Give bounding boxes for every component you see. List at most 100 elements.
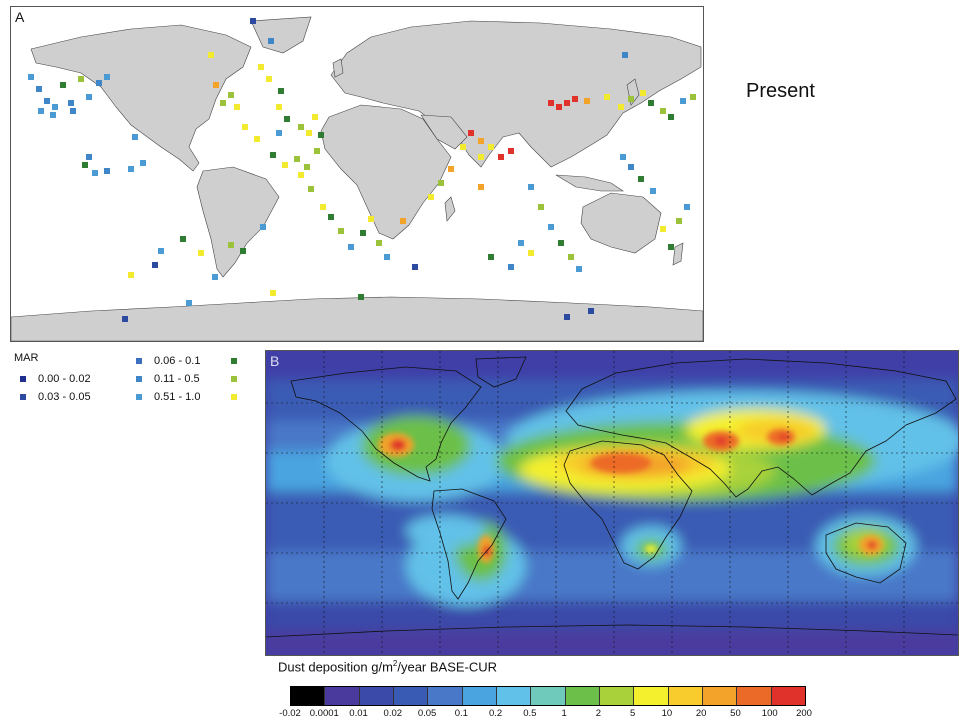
observation-site-marker [284, 116, 290, 122]
legend-label: 0.11 - 0.5 [154, 373, 200, 385]
observation-site-marker [52, 104, 58, 110]
observation-site-marker [36, 86, 42, 92]
colorbar-title-suffix: /year BASE-CUR [397, 659, 498, 675]
colorbar-tick-label: 100 [761, 708, 778, 719]
observation-site-marker [428, 194, 434, 200]
observation-site-marker [376, 240, 382, 246]
observation-site-marker [660, 108, 666, 114]
observation-site-marker [306, 130, 312, 136]
colorbar-tick-label: 0.02 [383, 708, 403, 719]
legend-item-4: 0.11 - 0.5 [136, 372, 200, 386]
observation-site-marker [478, 154, 484, 160]
great-britain [332, 58, 344, 78]
observation-site-marker [50, 112, 56, 118]
observation-site-marker [358, 294, 364, 300]
observation-site-marker [104, 168, 110, 174]
colorbar-cell [531, 687, 566, 705]
coastlines [266, 356, 958, 638]
observation-site-marker [198, 250, 204, 256]
observation-site-marker [572, 96, 578, 102]
observation-site-marker [320, 204, 326, 210]
colorbar-tick-label: 0.5 [523, 708, 537, 719]
observation-site-marker [186, 300, 192, 306]
colorbar-tick-label: 0.0001 [309, 708, 339, 719]
africa-coast [563, 440, 693, 570]
colorbar-tick-label: 20 [695, 708, 707, 719]
observation-site-marker [128, 272, 134, 278]
observation-site-marker [104, 74, 110, 80]
north-america-coast [290, 366, 482, 482]
deposition-bands [266, 379, 958, 655]
observation-site-marker [278, 88, 284, 94]
observation-site-marker [254, 136, 260, 142]
observation-site-marker [622, 52, 628, 58]
observation-site-marker [314, 148, 320, 154]
observation-site-marker [628, 164, 634, 170]
observation-site-marker [294, 156, 300, 162]
colorbar-cell [771, 687, 805, 705]
colorbar-cell [291, 687, 326, 705]
arabia [420, 114, 468, 150]
observation-site-marker [70, 108, 76, 114]
dust-deposition-field [266, 351, 958, 655]
colorbar-tick-label: 0.1 [454, 708, 468, 719]
colorbar-cell [668, 687, 703, 705]
colorbar-cell [428, 687, 463, 705]
observation-site-marker [348, 244, 354, 250]
observation-site-marker [528, 250, 534, 256]
observation-site-marker [384, 254, 390, 260]
observation-site-marker [270, 152, 276, 158]
observation-site-marker [548, 100, 554, 106]
observation-site-marker [478, 138, 484, 144]
colorbar-cell [702, 687, 738, 705]
observation-site-marker [240, 248, 246, 254]
africa [320, 104, 452, 240]
observation-site-marker [488, 254, 494, 260]
observation-site-marker [338, 228, 344, 234]
observation-site-marker [60, 82, 66, 88]
observation-site-marker [628, 96, 634, 102]
legend-swatch [136, 376, 142, 383]
observation-site-marker [228, 92, 234, 98]
observation-site-marker [564, 100, 570, 106]
colorbar [290, 686, 806, 706]
eurasia-coast [565, 358, 957, 498]
observation-site-marker [140, 160, 146, 166]
observation-site-marker [650, 188, 656, 194]
legend-label: 0.06 - 0.1 [154, 355, 201, 367]
observation-site-marker [82, 162, 88, 168]
observation-site-marker [260, 224, 266, 230]
observation-site-marker [488, 144, 494, 150]
observation-site-marker [584, 98, 590, 104]
observation-site-marker [508, 264, 514, 270]
observation-site-marker [213, 82, 219, 88]
observation-site-marker [588, 308, 594, 314]
colorbar-tick-label: 0.01 [349, 708, 368, 719]
observation-site-marker [308, 186, 314, 192]
observation-map-panel: A [10, 6, 704, 342]
colorbar-cell [565, 687, 600, 705]
observation-site-marker [538, 204, 544, 210]
observation-site-marker [298, 124, 304, 130]
present-label: Present [746, 80, 815, 102]
colorbar-cell [599, 687, 635, 705]
legend-swatch [136, 358, 142, 365]
colorbar-tick-label: 5 [630, 708, 636, 719]
observation-site-marker [152, 262, 158, 268]
antarctica-coast [266, 624, 958, 638]
mar-legend: MAR 0.00 - 0.02 0.03 - 0.05 0.06 - 0.1 0… [14, 352, 254, 412]
colorbar-cell [393, 687, 429, 705]
new-zealand [672, 242, 684, 266]
observation-site-marker [676, 218, 682, 224]
continents [11, 16, 703, 341]
observation-site-marker [680, 98, 686, 104]
north-america [30, 24, 252, 172]
observation-site-marker [478, 184, 484, 190]
legend-label: 0.00 - 0.02 [38, 373, 91, 385]
colorbar-cell [496, 687, 532, 705]
observation-site-marker [132, 134, 138, 140]
observation-site-marker [228, 242, 234, 248]
observation-site-marker [620, 154, 626, 160]
legend-swatch [20, 394, 26, 401]
observation-site-marker [438, 180, 444, 186]
